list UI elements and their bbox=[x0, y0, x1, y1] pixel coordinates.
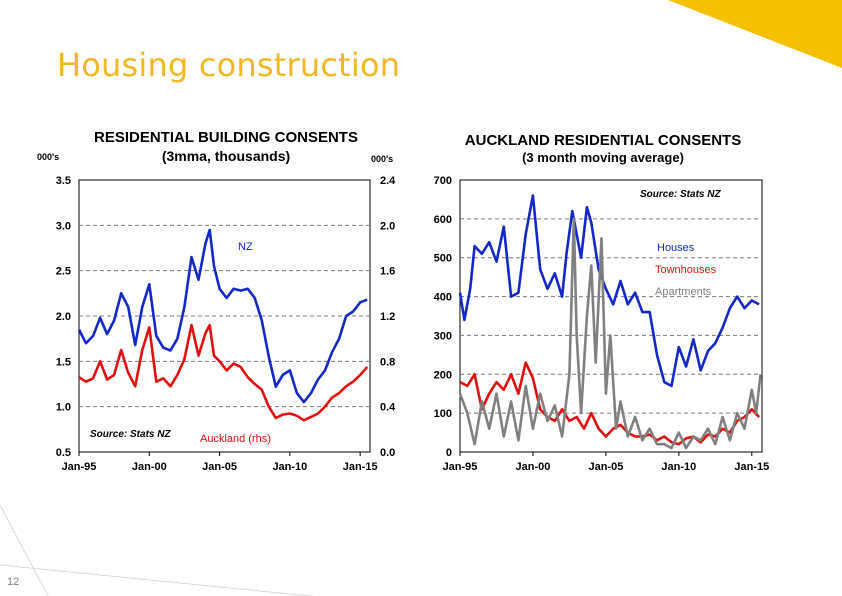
left-axis-unit: 000's bbox=[37, 152, 59, 162]
y-tick-label: 600 bbox=[434, 214, 452, 226]
series-label-nz: NZ bbox=[238, 241, 253, 253]
y-right-tick-label: 0.4 bbox=[380, 402, 396, 414]
x-tick-label: Jan-05 bbox=[588, 461, 623, 473]
corner-line-2 bbox=[0, 504, 49, 596]
legend-townhouses: Townhouses bbox=[655, 264, 717, 276]
slide-title: Housing construction bbox=[57, 46, 401, 84]
y-tick-label: 2.5 bbox=[56, 266, 71, 278]
right-axis-unit: 000's bbox=[371, 154, 393, 164]
y-tick-label: 3.5 bbox=[56, 175, 71, 187]
y-tick-label: 300 bbox=[434, 330, 452, 342]
x-tick-label: Jan-95 bbox=[443, 461, 478, 473]
y-right-tick-label: 1.2 bbox=[380, 311, 395, 323]
chart-subtitle: (3mma, thousands) bbox=[162, 148, 290, 164]
legend-apartments: Apartments bbox=[655, 286, 712, 298]
y-tick-label: 400 bbox=[434, 292, 452, 304]
y-right-tick-label: 1.6 bbox=[380, 266, 395, 278]
y-right-tick-label: 2.0 bbox=[380, 220, 395, 232]
y-tick-label: 0.5 bbox=[56, 447, 71, 459]
series-line-townhouses bbox=[459, 361, 761, 446]
series-line-apartments bbox=[458, 217, 762, 450]
y-right-tick-label: 0.0 bbox=[380, 447, 395, 459]
series-label-auckland: Auckland (rhs) bbox=[200, 433, 271, 445]
y-tick-label: 2.0 bbox=[56, 311, 71, 323]
chart-title: AUCKLAND RESIDENTIAL CONSENTS bbox=[465, 132, 741, 149]
series-line-houses bbox=[458, 194, 760, 388]
page-number: 12 bbox=[7, 576, 20, 588]
series-line-auckland-rhs bbox=[78, 323, 369, 422]
x-tick-label: Jan-10 bbox=[661, 461, 696, 473]
x-tick-label: Jan-15 bbox=[343, 461, 378, 473]
x-tick-label: Jan-15 bbox=[734, 461, 769, 473]
y-tick-label: 3.0 bbox=[56, 220, 71, 232]
y-tick-label: 200 bbox=[434, 369, 452, 381]
source-note: Source: Stats NZ bbox=[640, 189, 721, 200]
y-tick-label: 1.0 bbox=[56, 402, 71, 414]
y-tick-label: 500 bbox=[434, 253, 452, 265]
x-tick-label: Jan-05 bbox=[202, 461, 237, 473]
y-tick-label: 700 bbox=[434, 175, 452, 187]
chart-title: RESIDENTIAL BUILDING CONSENTS bbox=[94, 129, 358, 146]
y-tick-label: 1.5 bbox=[56, 356, 71, 368]
series-line-nz bbox=[77, 228, 368, 404]
x-tick-label: Jan-10 bbox=[272, 461, 307, 473]
y-tick-label: 0 bbox=[446, 447, 452, 459]
x-tick-label: Jan-95 bbox=[62, 461, 97, 473]
y-right-tick-label: 2.4 bbox=[380, 175, 396, 187]
x-tick-label: Jan-00 bbox=[132, 461, 167, 473]
legend-houses: Houses bbox=[657, 242, 695, 254]
y-right-tick-label: 0.8 bbox=[380, 356, 395, 368]
accent-triangle bbox=[668, 0, 842, 68]
corner-line-1 bbox=[0, 564, 316, 596]
chart-subtitle: (3 month moving average) bbox=[522, 150, 684, 165]
plot-frame bbox=[459, 179, 763, 453]
source-note: Source: Stats NZ bbox=[90, 429, 171, 440]
x-tick-label: Jan-00 bbox=[516, 461, 551, 473]
y-tick-label: 100 bbox=[434, 408, 452, 420]
